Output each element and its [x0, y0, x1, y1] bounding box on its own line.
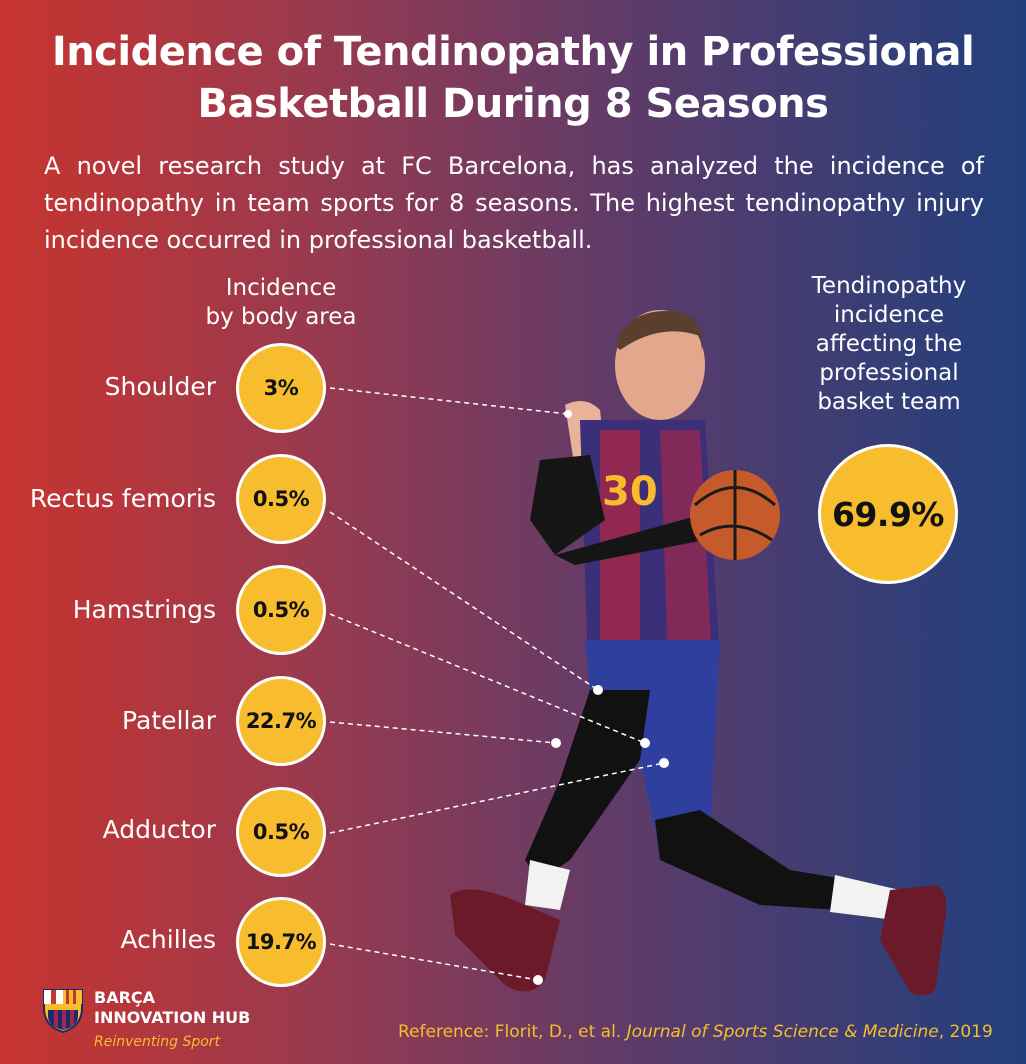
team-heading-line-4: professional — [819, 360, 959, 386]
logo-line-1: BARÇA — [94, 988, 156, 1007]
logo-line-2: INNOVATION HUB — [94, 1008, 251, 1027]
team-heading-line-5: basket team — [817, 389, 961, 415]
jersey-stripe-2 — [660, 430, 712, 660]
forearm-sleeve — [555, 515, 705, 565]
label-hamstrings: Hamstrings — [72, 595, 216, 624]
dot-patellar — [551, 738, 561, 748]
player-hair — [615, 310, 703, 350]
body-area-heading-line-2: by body area — [205, 304, 357, 330]
connector-adductor — [329, 762, 665, 834]
logo-tagline: Reinventing Sport — [94, 1034, 221, 1050]
connector-achilles — [329, 943, 539, 981]
label-patellar: Patellar — [122, 706, 216, 735]
team-incidence-bubble: 69.9% — [818, 444, 958, 584]
player-shorts — [585, 640, 720, 830]
team-heading-line-3: affecting the — [815, 331, 963, 357]
arm-sleeve — [530, 455, 605, 555]
back-sock — [830, 875, 900, 920]
jersey-number: 30 — [602, 469, 658, 515]
reference: Reference: Florit, D., et al. Journal of… — [398, 1022, 993, 1042]
bubble-rectus-femoris: 0.5% — [236, 454, 326, 544]
back-shoe — [880, 885, 947, 996]
front-leg — [525, 690, 650, 880]
reference-prefix: Reference: Florit, D., et al. — [398, 1022, 627, 1042]
team-incidence-heading: Tendinopathy incidence affecting the pro… — [778, 272, 1000, 417]
bubble-shoulder: 3% — [236, 343, 326, 433]
bubble-patellar: 22.7% — [236, 676, 326, 766]
bubble-achilles: 19.7% — [236, 897, 326, 987]
connector-shoulder — [329, 387, 569, 415]
logo-wordmark: BARÇA INNOVATION HUB — [94, 988, 250, 1028]
label-adductor: Adductor — [102, 815, 216, 844]
label-achilles: Achilles — [120, 925, 217, 954]
page-title: Incidence of Tendinopathy in Professiona… — [0, 26, 1026, 130]
dot-shoulder — [564, 410, 572, 418]
intro-paragraph: A novel research study at FC Barcelona, … — [44, 152, 984, 254]
title-line-1: Incidence of Tendinopathy in Professiona… — [51, 29, 975, 75]
dot-achilles — [533, 975, 543, 985]
basketball-seams — [694, 470, 776, 560]
body-area-heading-line-1: Incidence — [225, 275, 337, 301]
body-area-heading: Incidence by body area — [178, 274, 384, 332]
reference-journal: Journal of Sports Science & Medicine — [626, 1022, 939, 1042]
dot-hamstrings — [640, 738, 650, 748]
bubble-hamstrings: 0.5% — [236, 565, 326, 655]
dot-rectus-femoris — [593, 685, 603, 695]
team-heading-line-2: incidence — [833, 302, 945, 328]
front-sock — [525, 860, 570, 910]
back-leg — [655, 810, 850, 910]
team-heading-line-1: Tendinopathy — [811, 273, 967, 299]
connector-lines — [329, 387, 665, 981]
title-line-2: Basketball During 8 Seasons — [197, 81, 829, 127]
front-shoe — [450, 889, 560, 992]
connector-dots — [533, 410, 669, 985]
label-rectus-femoris: Rectus femoris — [29, 484, 216, 513]
reference-suffix: , 2019 — [938, 1022, 993, 1042]
connector-patellar — [329, 721, 557, 744]
dot-adductor — [659, 758, 669, 768]
fcb-crest-icon — [43, 989, 83, 1034]
label-shoulder: Shoulder — [104, 372, 216, 401]
bubble-adductor: 0.5% — [236, 787, 326, 877]
connector-hamstrings — [329, 613, 646, 744]
